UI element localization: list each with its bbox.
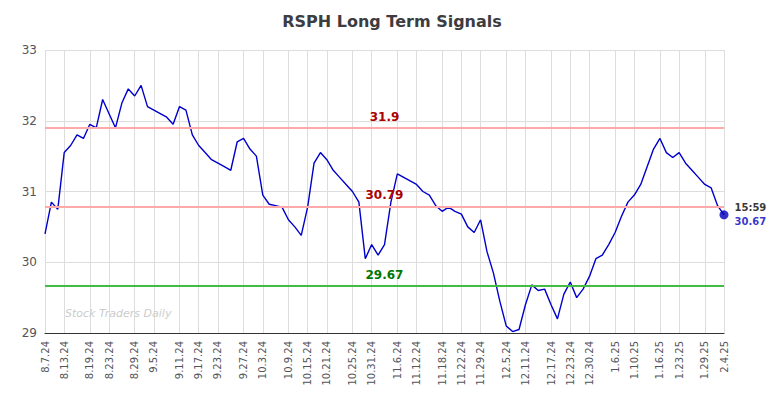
svg-text:1.16.25: 1.16.25 xyxy=(654,341,665,379)
svg-text:10.3.24: 10.3.24 xyxy=(257,341,268,379)
svg-text:31: 31 xyxy=(22,185,37,199)
svg-text:10.9.24: 10.9.24 xyxy=(283,341,294,379)
svg-text:RSPH Long Term Signals: RSPH Long Term Signals xyxy=(282,12,502,31)
svg-text:11.29.24: 11.29.24 xyxy=(475,341,486,386)
svg-text:12.30.24: 12.30.24 xyxy=(584,341,595,386)
svg-text:30.67: 30.67 xyxy=(735,216,767,227)
svg-text:29: 29 xyxy=(22,326,37,340)
svg-text:11.22.24: 11.22.24 xyxy=(456,341,467,386)
svg-text:12.11.24: 12.11.24 xyxy=(520,341,531,386)
svg-text:10.15.24: 10.15.24 xyxy=(302,341,313,386)
svg-text:33: 33 xyxy=(22,43,37,57)
svg-text:12.17.24: 12.17.24 xyxy=(546,341,557,386)
svg-text:30: 30 xyxy=(22,255,37,269)
svg-text:8.23.24: 8.23.24 xyxy=(104,341,115,379)
svg-text:1.29.25: 1.29.25 xyxy=(699,341,710,379)
svg-text:1.10.25: 1.10.25 xyxy=(629,341,640,379)
svg-text:15:59: 15:59 xyxy=(735,202,767,213)
svg-text:8.29.24: 8.29.24 xyxy=(129,341,140,379)
svg-text:30.79: 30.79 xyxy=(366,188,404,202)
svg-text:1.23.25: 1.23.25 xyxy=(674,341,685,379)
svg-text:8.13.24: 8.13.24 xyxy=(59,341,70,379)
svg-text:2.4.25: 2.4.25 xyxy=(719,341,730,373)
svg-text:11.6.24: 11.6.24 xyxy=(392,341,403,379)
svg-text:8.19.24: 8.19.24 xyxy=(84,341,95,379)
svg-text:9.27.24: 9.27.24 xyxy=(238,341,249,379)
svg-text:Stock Traders Daily: Stock Traders Daily xyxy=(65,307,172,320)
svg-text:10.21.24: 10.21.24 xyxy=(321,341,332,386)
svg-text:9.5.24: 9.5.24 xyxy=(148,341,159,373)
svg-text:1.6.25: 1.6.25 xyxy=(610,341,621,373)
svg-text:9.11.24: 9.11.24 xyxy=(174,341,185,379)
svg-text:8.7.24: 8.7.24 xyxy=(40,341,51,373)
svg-text:11.18.24: 11.18.24 xyxy=(437,341,448,386)
svg-text:10.31.24: 10.31.24 xyxy=(366,341,377,386)
svg-text:12.5.24: 12.5.24 xyxy=(501,341,512,379)
svg-text:29.67: 29.67 xyxy=(366,268,404,282)
svg-text:9.23.24: 9.23.24 xyxy=(212,341,223,379)
svg-text:12.23.24: 12.23.24 xyxy=(565,341,576,386)
svg-text:31.9: 31.9 xyxy=(370,110,400,124)
svg-text:32: 32 xyxy=(22,114,37,128)
svg-text:9.17.24: 9.17.24 xyxy=(193,341,204,379)
svg-text:11.12.24: 11.12.24 xyxy=(411,341,422,386)
svg-text:10.25.24: 10.25.24 xyxy=(347,341,358,386)
